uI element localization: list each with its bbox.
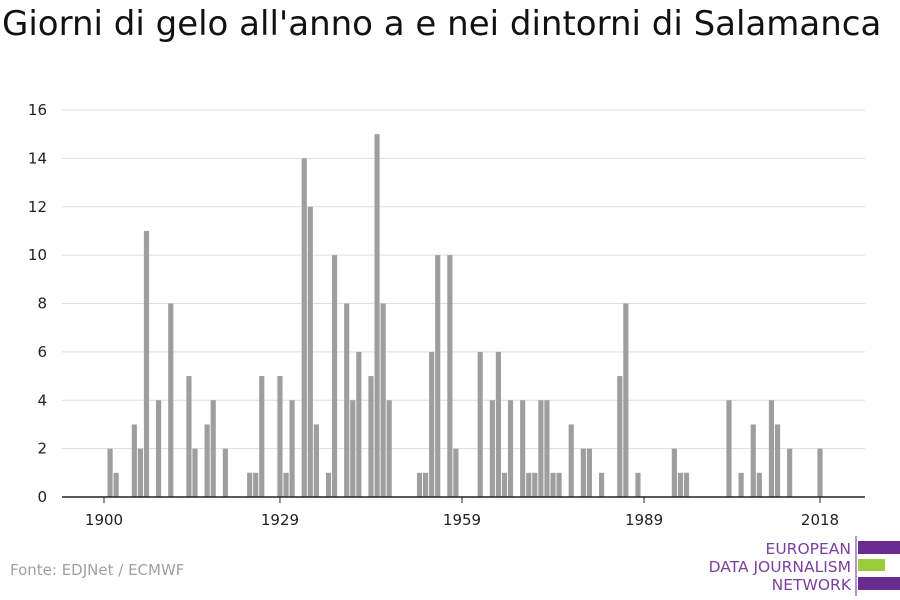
bar-1942 (356, 351, 362, 498)
bar-1918 (210, 400, 216, 497)
bar-2018 (817, 448, 823, 498)
y-tick-label: 2 (37, 440, 47, 458)
bar-1941 (350, 400, 356, 497)
bar-1925 (253, 472, 259, 497)
bars (107, 134, 823, 498)
bar-1924 (247, 472, 253, 497)
logo-bar-green (858, 559, 885, 571)
bar-1946 (380, 303, 386, 497)
bar-1986 (623, 303, 629, 497)
bar-1920 (222, 448, 228, 498)
bar-1914 (186, 376, 192, 497)
bar-1965 (495, 351, 501, 498)
bar-1967 (507, 400, 514, 497)
bar-1938 (332, 255, 338, 498)
bar-1929 (277, 376, 283, 497)
y-tick-label: 4 (37, 391, 47, 409)
bar-1996 (683, 472, 690, 497)
bar-2011 (774, 424, 781, 497)
bar-1934 (307, 206, 313, 497)
bar-1917 (204, 424, 210, 497)
y-tick-label: 12 (28, 198, 47, 216)
bar-1952 (416, 472, 423, 497)
y-tick-label: 10 (28, 246, 47, 264)
bar-1915 (192, 448, 198, 498)
bar-1973 (544, 400, 550, 497)
bar-1955 (435, 255, 441, 498)
bar-1995 (677, 472, 684, 497)
bar-1971 (532, 472, 538, 497)
y-tick-label: 8 (37, 295, 47, 313)
bar-1945 (374, 134, 380, 497)
y-tick-label: 14 (28, 149, 47, 167)
bar-2005 (738, 472, 744, 497)
bar-1906 (137, 448, 143, 498)
x-tick-label: 1900 (85, 511, 123, 529)
bar-1979 (580, 448, 586, 498)
x-tick-label: 1989 (625, 511, 663, 529)
bar-1953 (423, 472, 429, 497)
bar-1933 (301, 158, 307, 498)
bar-1937 (325, 472, 332, 497)
bar-1988 (635, 472, 641, 497)
bar-1909 (156, 400, 162, 497)
x-axis: 1900 1929 1959 1989 2018 (62, 496, 865, 529)
bar-1940 (344, 303, 350, 497)
bar-1962 (477, 351, 483, 498)
logo-bar-purple-top (858, 541, 900, 554)
bar-1982 (598, 472, 605, 497)
bar-1957 (447, 255, 453, 498)
bar-1977 (568, 424, 574, 497)
logo-line-1: EUROPEAN (766, 540, 851, 558)
y-tick-label: 0 (37, 488, 47, 506)
bar-2003 (726, 400, 732, 497)
bar-1972 (538, 400, 544, 497)
logo-bar-purple-bottom (858, 577, 900, 590)
bar-1974 (550, 472, 556, 497)
bar-2007 (750, 424, 756, 497)
bar-2008 (756, 472, 762, 497)
bar-1907 (143, 230, 150, 497)
chart-title: Giorni di gelo all'anno a e nei dintorni… (2, 4, 882, 44)
bar-1944 (368, 376, 374, 497)
bar-1980 (586, 448, 592, 498)
y-axis-ticks: 0 2 4 6 8 10 12 14 16 (28, 101, 47, 506)
bar-1905 (131, 424, 137, 497)
bar-1902 (113, 472, 119, 497)
y-tick-label: 16 (28, 101, 47, 119)
bar-1926 (259, 376, 265, 497)
bar-1964 (489, 400, 495, 497)
bar-1954 (429, 351, 435, 498)
bar-1930 (283, 472, 289, 497)
bar-1970 (526, 472, 532, 497)
logo-line-2: DATA JOURNALISM (709, 558, 851, 576)
x-tick-label: 2018 (801, 511, 839, 529)
grid-lines (62, 109, 865, 450)
bar-1985 (617, 376, 623, 497)
bar-1969 (520, 400, 526, 497)
bar-1935 (313, 424, 319, 497)
bar-1947 (386, 400, 392, 497)
logo-line-3: NETWORK (772, 576, 852, 594)
bar-1994 (671, 448, 677, 498)
bar-1931 (289, 400, 295, 497)
edjnet-logo[interactable]: EUROPEAN DATA JOURNALISM NETWORK (700, 536, 900, 596)
x-tick-label: 1959 (443, 511, 481, 529)
bar-1975 (556, 472, 562, 497)
x-tick-label: 1929 (261, 511, 299, 529)
bar-1958 (453, 448, 459, 498)
y-tick-label: 6 (37, 343, 47, 361)
source-note: Fonte: EDJNet / ECMWF (10, 561, 185, 579)
bar-1901 (107, 448, 113, 498)
bar-1966 (501, 472, 508, 497)
bar-1911 (168, 303, 174, 497)
bar-2013 (787, 448, 793, 498)
bar-2010 (768, 400, 775, 497)
